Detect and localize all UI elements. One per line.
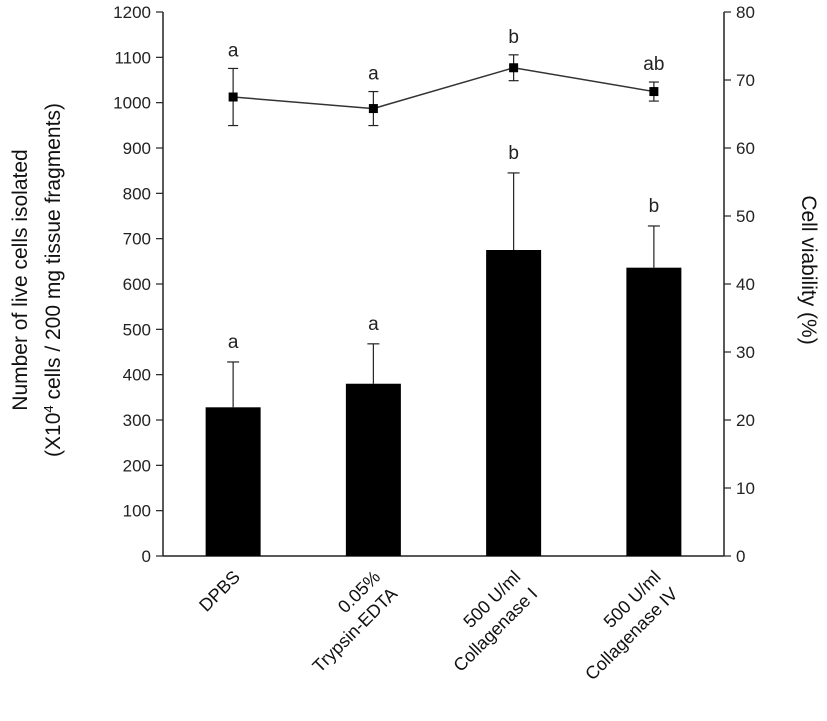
left-axis-subtitle-prefix: (X10: [42, 413, 65, 457]
viability-significance-letter: a: [228, 40, 239, 61]
right-axis-ticks: 0 10 20 30 40 50 60 70 80: [724, 3, 755, 566]
right-tick-label: 20: [736, 411, 755, 430]
right-tick-label: 50: [736, 207, 755, 226]
category-label: 500 U/mlCollagenase I: [432, 567, 541, 676]
left-tick-label: 500: [123, 320, 151, 339]
left-tick-label: 700: [123, 230, 151, 249]
viability-significance-letter: ab: [643, 54, 664, 75]
category-label-line: DPBS: [195, 567, 244, 616]
right-tick-label: 70: [736, 71, 755, 90]
left-axis-ticks: 0 100 200 300 400 500 600 700 800 900 1000 1100 1200: [113, 3, 163, 566]
right-tick-label: 10: [736, 479, 755, 498]
left-axis-subtitle-sup: 4: [41, 405, 56, 412]
bar: [486, 250, 542, 556]
bar: [626, 267, 682, 556]
right-axis-title: Cell viability (%): [797, 195, 820, 344]
right-tick-label: 80: [736, 3, 755, 22]
left-tick-label: 1100: [114, 48, 151, 67]
left-tick-label: 1200: [113, 3, 151, 22]
viability-line: [233, 66, 655, 110]
bar-significance-letter: a: [228, 332, 239, 353]
left-tick-label: 800: [123, 184, 151, 203]
category-label: DPBS: [195, 567, 244, 616]
left-tick-label: 1000: [113, 94, 151, 113]
bar-significance-letter: a: [368, 314, 379, 335]
bar: [345, 383, 401, 556]
left-tick-label: 300: [123, 411, 151, 430]
left-axis-subtitle: (X104 cells / 200 mg tissue fragments): [41, 103, 66, 457]
left-tick-label: 200: [123, 456, 151, 475]
left-tick-label: 400: [123, 366, 151, 385]
bar-significance-letter: b: [649, 196, 660, 217]
bar-significance-letter: b: [508, 143, 519, 164]
right-tick-label: 60: [736, 139, 755, 158]
bar: [205, 407, 261, 556]
viability-marker: [509, 63, 519, 73]
viability-marker: [368, 104, 378, 114]
left-tick-label: 900: [123, 139, 151, 158]
viability-marker: [228, 92, 238, 102]
left-axis-subtitle-suffix: cells / 200 mg tissue fragments): [42, 103, 65, 405]
category-labels: DPBS 0.05%Trypsin-EDTA 500 U/mlCollagenase…: [195, 567, 682, 684]
left-tick-label: 100: [123, 502, 151, 521]
left-axis-title: Number of live cells isolated: [9, 149, 32, 410]
bar-series: a a b b: [205, 143, 682, 556]
right-tick-label: 0: [736, 547, 745, 566]
viability-significance-letter: a: [368, 64, 379, 85]
viability-marker: [649, 87, 659, 97]
left-tick-label: 0: [142, 547, 151, 566]
category-label: 0.05%Trypsin-EDTA: [292, 567, 402, 677]
category-label: 500 U/mlCollagenase IV: [564, 567, 681, 684]
right-tick-label: 40: [736, 275, 755, 294]
viability-significance-letter: b: [508, 27, 519, 48]
left-tick-label: 600: [123, 275, 151, 294]
right-tick-label: 30: [736, 343, 755, 362]
